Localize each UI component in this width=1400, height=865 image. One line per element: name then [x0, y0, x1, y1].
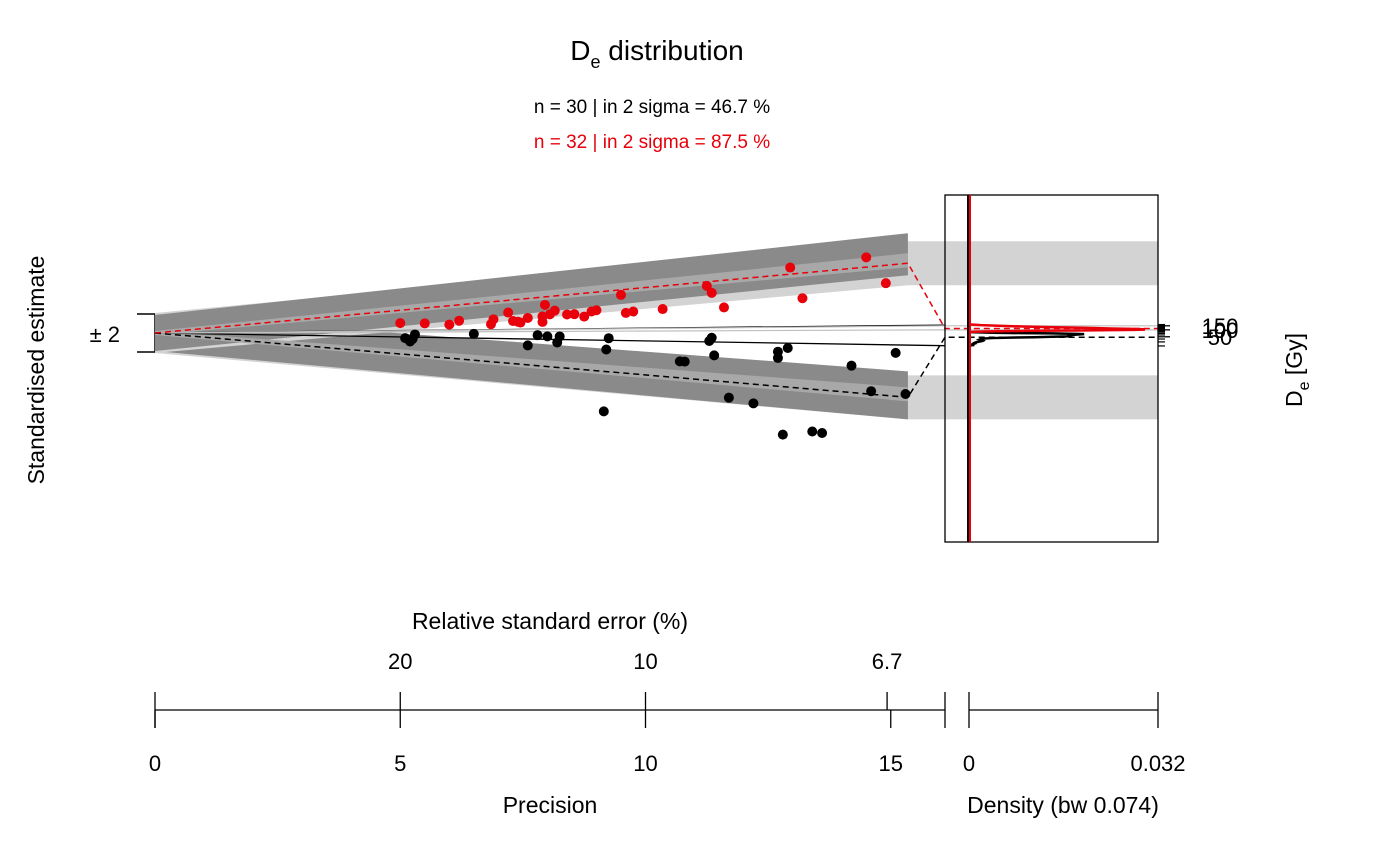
density-tick-label: 0 — [963, 751, 975, 776]
data-point-series-1 — [709, 350, 720, 361]
data-point-series-1 — [598, 406, 609, 417]
data-point-series-1 — [723, 392, 734, 403]
data-point-series-2 — [444, 319, 455, 330]
data-point-series-2 — [579, 311, 590, 322]
data-point-series-1 — [679, 356, 690, 367]
chart-title: De distribution — [570, 35, 743, 72]
x-axis-label-density: Density (bw 0.074) — [967, 792, 1159, 818]
data-point-series-1 — [407, 334, 418, 345]
data-point-series-1 — [554, 331, 565, 342]
data-point-series-2 — [503, 307, 514, 318]
density-curve-series-1 — [969, 330, 1085, 347]
reference-line-150 — [154, 325, 946, 334]
data-point-series-2 — [628, 306, 639, 317]
data-point-series-2 — [512, 316, 523, 327]
stats-series-2: n = 32 | in 2 sigma = 87.5 % — [534, 132, 770, 153]
x-axis-label-precision: Precision — [503, 792, 598, 818]
data-point-series-2 — [419, 318, 430, 329]
data-point-series-2 — [657, 304, 668, 315]
sigma-band-light-1 — [907, 375, 1158, 420]
x-axis-label-rse: Relative standard error (%) — [412, 608, 688, 634]
data-point-series-2 — [569, 309, 580, 320]
data-point-series-1 — [542, 331, 553, 342]
precision-tick-label: 0 — [149, 751, 161, 776]
density-panel-frame — [944, 194, 1159, 543]
data-point-series-2 — [706, 287, 717, 298]
data-point-series-1 — [603, 333, 614, 344]
data-point-series-1 — [522, 340, 533, 351]
data-point-series-1 — [866, 386, 877, 397]
precision-tick-label: 10 — [633, 751, 657, 776]
data-point-series-2 — [797, 293, 808, 304]
stats-series-1: n = 30 | in 2 sigma = 46.7 % — [534, 97, 770, 118]
de-tick-label: 50 — [1208, 325, 1232, 350]
data-point-series-1 — [890, 347, 901, 358]
data-point-series-2 — [615, 289, 626, 300]
density-tick-label: 0.032 — [1130, 751, 1185, 776]
data-point-series-1 — [900, 388, 911, 399]
data-point-series-2 — [861, 252, 872, 263]
sigma-wedge-inner-2 — [155, 253, 908, 335]
data-point-series-2 — [785, 262, 796, 273]
de-tick-label: 150 — [1202, 314, 1239, 339]
data-point-series-1 — [468, 328, 479, 339]
precision-tick-label: 15 — [879, 751, 903, 776]
data-point-series-1 — [817, 427, 828, 438]
data-point-series-1 — [532, 330, 543, 341]
density-curve-series-2 — [969, 323, 1146, 334]
data-point-series-2 — [488, 314, 499, 325]
data-point-series-2 — [591, 305, 602, 316]
precision-tick-label: 5 — [394, 751, 406, 776]
data-point-series-2 — [539, 299, 550, 310]
data-point-series-1 — [601, 344, 612, 355]
data-point-series-2 — [454, 315, 465, 326]
radial-plot-area — [154, 233, 1158, 440]
z-band-label: ± 2 — [90, 322, 120, 347]
y-axis-label-left: Standardised estimate — [23, 256, 49, 485]
data-point-series-2 — [522, 312, 533, 323]
y-axis-label-right: De [Gy] — [1281, 333, 1313, 407]
data-point-series-1 — [706, 332, 717, 343]
data-point-series-1 — [782, 342, 793, 353]
data-point-series-1 — [807, 426, 818, 437]
bottom-axes: 0 5 10 15 20 10 6.7 0 0.032 — [149, 649, 1186, 776]
data-point-series-1 — [777, 429, 788, 440]
data-point-series-2 — [549, 305, 560, 316]
data-point-series-2 — [701, 280, 712, 291]
data-point-series-2 — [718, 302, 729, 313]
rse-tick-label: 10 — [633, 649, 657, 674]
data-point-series-2 — [562, 309, 573, 320]
data-point-series-1 — [846, 360, 857, 371]
sigma-band-light-2 — [907, 241, 1158, 286]
de-tick-label: 100 — [1202, 318, 1239, 343]
reference-line-100 — [154, 329, 946, 334]
density-panel — [967, 195, 1146, 542]
data-point-series-2 — [395, 318, 406, 329]
sigma-wedge-inner-1 — [155, 331, 908, 402]
data-point-series-2 — [880, 278, 891, 289]
central-line-series-2 — [154, 262, 1158, 334]
z-band-bracket — [137, 313, 156, 353]
rse-tick-label: 6.7 — [872, 649, 903, 674]
data-point-series-1 — [748, 398, 759, 409]
data-point-series-1 — [772, 352, 783, 363]
rse-tick-label: 20 — [388, 649, 412, 674]
